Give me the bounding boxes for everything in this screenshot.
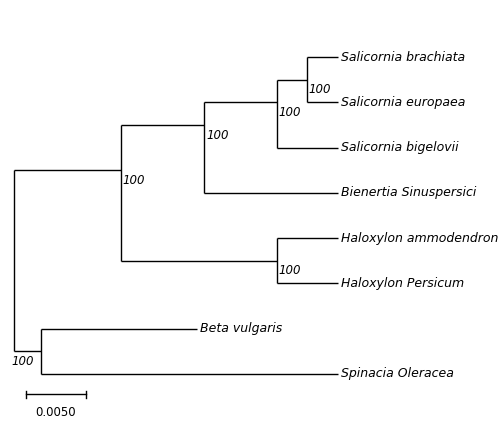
Text: 100: 100 [122, 174, 144, 187]
Text: 100: 100 [278, 106, 300, 119]
Text: 0.0050: 0.0050 [36, 407, 76, 420]
Text: 100: 100 [308, 83, 331, 96]
Text: 100: 100 [12, 355, 34, 368]
Text: Salicornia bigelovii: Salicornia bigelovii [340, 141, 458, 154]
Text: Salicornia brachiata: Salicornia brachiata [340, 51, 465, 63]
Text: Beta vulgaris: Beta vulgaris [200, 322, 282, 335]
Text: Haloxylon Persicum: Haloxylon Persicum [340, 277, 464, 290]
Text: Haloxylon ammodendron: Haloxylon ammodendron [340, 232, 498, 244]
Text: Spinacia Oleracea: Spinacia Oleracea [340, 368, 454, 380]
Text: 100: 100 [278, 264, 300, 277]
Text: Bienertia Sinuspersici: Bienertia Sinuspersici [340, 187, 476, 199]
Text: 100: 100 [206, 129, 229, 142]
Text: Salicornia europaea: Salicornia europaea [340, 96, 465, 109]
